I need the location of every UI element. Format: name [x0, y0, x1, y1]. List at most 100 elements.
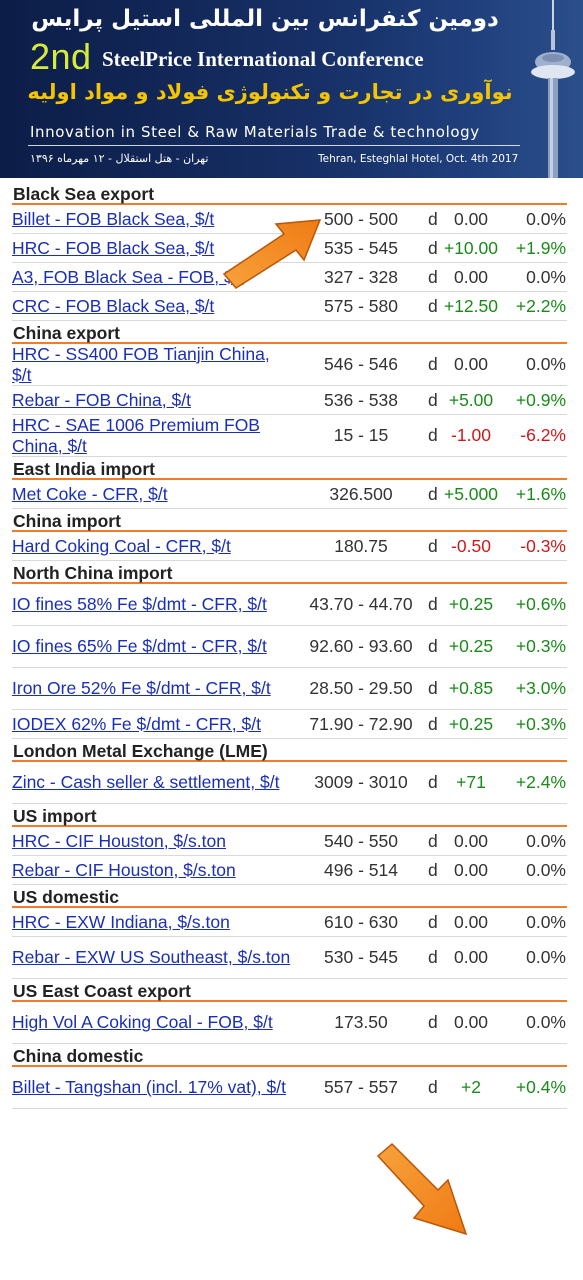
change-period-label: d [428, 266, 438, 287]
change-period-label: d [428, 237, 438, 258]
product-link[interactable]: HRC - EXW Indiana, $/s.ton [12, 911, 230, 932]
product-link[interactable]: IO fines 65% Fe $/dmt - CFR, $/t [12, 636, 267, 656]
product-link[interactable]: CRC - FOB Black Sea, $/t [12, 295, 215, 316]
orange-arrow-up-icon [222, 219, 322, 289]
price-change: +0.25 [448, 636, 494, 656]
percent-change: +0.9% [515, 389, 566, 410]
price-range: 575 - 580 [324, 295, 398, 316]
price-change: +5.00 [448, 389, 494, 410]
percent-change: +3.0% [515, 678, 566, 698]
section: China export HRC - SS400 FOB Tianjin Chin… [12, 321, 567, 457]
product-link[interactable]: A3, FOB Black Sea - FOB, $/t [12, 266, 244, 287]
percent-change: 0.0% [526, 911, 566, 932]
section: London Metal Exchange (LME) Zinc - Cash s… [12, 739, 567, 804]
price-range: 540 - 550 [324, 830, 398, 851]
price-change: 0.00 [453, 208, 489, 229]
percent-change: 0.0% [526, 859, 566, 880]
price-range: 535 - 545 [324, 237, 398, 258]
banner-persian-title: دومین کنفرانس بین المللی استیل پرایس [31, 6, 499, 32]
section-title: US East Coast export [12, 979, 567, 1002]
price-row: High Vol A Coking Coal - FOB, $/t 173.50 d… [12, 1002, 567, 1044]
section: US domestic HRC - EXW Indiana, $/s.ton 610… [12, 885, 567, 979]
price-range: 500 - 500 [324, 208, 398, 229]
price-row: Zinc - Cash seller & settlement, $/t 3009… [12, 762, 567, 804]
product-link[interactable]: Iron Ore 52% Fe $/dmt - CFR, $/t [12, 678, 271, 698]
price-row: Iron Ore 52% Fe $/dmt - CFR, $/t 28.50 - … [12, 668, 567, 710]
section: China domestic Billet - Tangshan (incl. 1… [12, 1044, 567, 1109]
change-period-label: d [428, 389, 438, 410]
percent-change: -6.2% [520, 425, 566, 445]
section-title: US import [12, 804, 567, 827]
price-change: -1.00 [451, 425, 491, 445]
milad-tower-icon [531, 0, 575, 178]
price-change: +0.85 [448, 678, 494, 698]
orange-arrow-down-icon [376, 1142, 468, 1236]
percent-change: 0.0% [526, 830, 566, 851]
section-title: Black Sea export [12, 182, 567, 205]
price-range: 530 - 545 [324, 947, 398, 967]
product-link[interactable]: HRC - SS400 FOB Tianjin China, $/t [12, 343, 270, 385]
percent-change: +0.4% [515, 1077, 566, 1097]
percent-change: +2.4% [515, 772, 566, 792]
price-range: 326.500 [329, 483, 393, 504]
price-range: 43.70 - 44.70 [309, 594, 413, 614]
product-link[interactable]: IO fines 58% Fe $/dmt - CFR, $/t [12, 594, 267, 614]
product-link[interactable]: Hard Coking Coal - CFR, $/t [12, 535, 231, 556]
price-change: -0.50 [451, 535, 491, 556]
banner-english-title: SteelPrice International Conference [102, 47, 424, 71]
price-row: Rebar - EXW US Southeast, $/s.ton 530 - 5… [12, 937, 567, 979]
product-link[interactable]: Billet - Tangshan (incl. 17% vat), $/t [12, 1077, 286, 1097]
banner-persian-subtitle: نوآوری در تجارت و تکنولوژی فولاد و مواد … [27, 80, 513, 104]
price-range: 546 - 546 [324, 354, 398, 374]
price-range: 610 - 630 [324, 911, 398, 932]
change-period-label: d [428, 859, 438, 880]
percent-change: 0.0% [526, 208, 566, 229]
price-row: HRC - SAE 1006 Premium FOB China, $/t 15 … [12, 415, 567, 457]
product-link[interactable]: IODEX 62% Fe $/dmt - CFR, $/t [12, 713, 261, 734]
price-row: HRC - CIF Houston, $/s.ton 540 - 550 d 0.00… [12, 827, 567, 856]
price-change: 0.00 [453, 947, 489, 967]
price-range: 92.60 - 93.60 [309, 636, 413, 656]
price-change: 0.00 [453, 911, 489, 932]
price-row: IO fines 65% Fe $/dmt - CFR, $/t 92.60 - … [12, 626, 567, 668]
change-period-label: d [428, 713, 438, 734]
change-period-label: d [428, 208, 438, 229]
price-change: +10.00 [443, 237, 498, 258]
section-title: London Metal Exchange (LME) [12, 739, 567, 762]
change-period-label: d [428, 947, 438, 967]
product-link[interactable]: HRC - CIF Houston, $/s.ton [12, 830, 226, 851]
product-link[interactable]: Rebar - EXW US Southeast, $/s.ton [12, 947, 291, 967]
section: East India import Met Coke - CFR, $/t 326.… [12, 457, 567, 509]
product-link[interactable]: Billet - FOB Black Sea, $/t [12, 208, 215, 229]
price-row: Rebar - FOB China, $/t 536 - 538 d +5.00 +0.… [12, 386, 567, 415]
price-row: IODEX 62% Fe $/dmt - CFR, $/t 71.90 - 72.… [12, 710, 567, 739]
price-range: 3009 - 3010 [314, 772, 408, 792]
percent-change: +1.6% [515, 483, 566, 504]
section-title: China export [12, 321, 567, 344]
percent-change: +0.3% [515, 713, 566, 734]
price-range: 28.50 - 29.50 [309, 678, 413, 698]
price-change: 0.00 [453, 830, 489, 851]
product-link[interactable]: High Vol A Coking Coal - FOB, $/t [12, 1012, 273, 1032]
price-table: Black Sea export Billet - FOB Black Sea, … [12, 182, 567, 1109]
product-link[interactable]: Rebar - CIF Houston, $/s.ton [12, 859, 236, 880]
percent-change: +1.9% [515, 237, 566, 258]
price-row: IO fines 58% Fe $/dmt - CFR, $/t 43.70 - … [12, 584, 567, 626]
change-period-label: d [428, 594, 438, 614]
product-link[interactable]: Rebar - FOB China, $/t [12, 389, 191, 410]
section-title: China import [12, 509, 567, 532]
change-period-label: d [428, 535, 438, 556]
price-change: +5.000 [443, 483, 498, 504]
section: North China import IO fines 58% Fe $/dmt … [12, 561, 567, 739]
section-title: North China import [12, 561, 567, 584]
percent-change: +0.3% [515, 636, 566, 656]
product-link[interactable]: HRC - SAE 1006 Premium FOB China, $/t [12, 414, 260, 456]
price-range: 173.50 [334, 1012, 388, 1032]
section-title: US domestic [12, 885, 567, 908]
price-row: Billet - Tangshan (incl. 17% vat), $/t 55… [12, 1067, 567, 1109]
price-row: HRC - FOB Black Sea, $/t 535 - 545 d +10.00… [12, 234, 567, 263]
product-link[interactable]: Zinc - Cash seller & settlement, $/t [12, 772, 280, 792]
product-link[interactable]: HRC - FOB Black Sea, $/t [12, 237, 215, 258]
banner-ordinal: 2nd [30, 36, 92, 77]
product-link[interactable]: Met Coke - CFR, $/t [12, 483, 168, 504]
